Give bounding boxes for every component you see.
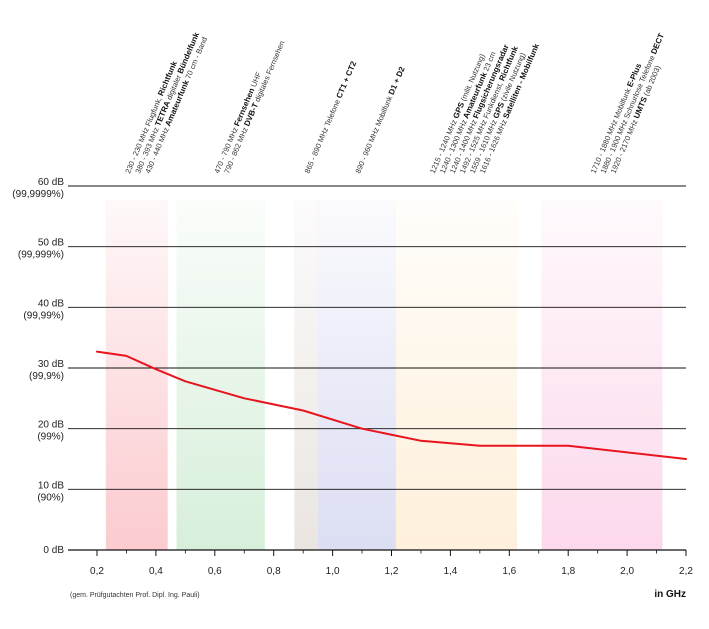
frequency-band-fade [541, 200, 663, 550]
y-tick-percent: (90%) [37, 492, 64, 503]
x-tick-label: 1,8 [561, 566, 575, 577]
band-label-text: 865 - 890 MHz Telefone [303, 96, 343, 175]
x-tick-labels: 0,2 0,4 0,6 0,8 1,0 1,2 1,4 1,6 1,8 2,0 2,2 [90, 566, 693, 577]
frequency-band-fade [105, 200, 168, 550]
band-label: 380 - 393 MHz TETRA digitaler Bündelfunk [133, 30, 201, 174]
y-tick-label: 50 dB [38, 238, 64, 249]
y-tick-labels: 60 dB(99,9999%) 50 dB(99,999%) 40 dB(99,99… [12, 177, 64, 556]
band-label-bold: DECT [649, 32, 666, 56]
y-tick-label: 10 dB [38, 480, 64, 491]
y-tick-label: 60 dB [38, 177, 64, 188]
grid-lines [68, 185, 686, 490]
y-tick-label: 20 dB [38, 420, 64, 431]
band-label: 470 - 790 MHz Fernsehen UHF [212, 70, 263, 174]
band-label: 890 - 960 MHz Mobilfunk D1 + D2 [353, 65, 406, 175]
series-lines [96, 350, 687, 460]
x-axis-label: in GHz [654, 589, 686, 600]
axes [68, 549, 687, 556]
y-tick-percent: (99,99%) [23, 310, 64, 321]
band-label: 865 - 890 MHz Telefone CT1 + CT2 [303, 59, 359, 174]
frequency-band-fade [317, 200, 396, 550]
frequency-bands [105, 200, 663, 550]
x-tick-label: 1,2 [385, 566, 399, 577]
x-tick-label: 2,0 [620, 566, 634, 577]
x-tick-label: 2,2 [679, 566, 693, 577]
frequency-band-fade [294, 200, 318, 550]
footnote: (gem. Prüfgutachten Prof. Dipl. Ing. Pau… [70, 592, 200, 599]
band-label-text: 1880 - 1900 MHz Schnurlose Telefone [599, 52, 658, 175]
frequency-band-fade [176, 200, 265, 550]
y-tick-label: 0 dB [43, 545, 64, 556]
y-tick-percent: (99%) [37, 432, 64, 443]
y-tick-label: 30 dB [38, 359, 64, 370]
band-label-bold: D1 + D2 [387, 65, 407, 96]
band-label-text: 890 - 960 MHz Mobilfunk [353, 93, 395, 175]
attenuation-line [96, 350, 687, 460]
x-tick-label: 0,6 [208, 566, 222, 577]
y-tick-percent: (99,999%) [18, 250, 64, 261]
x-tick-label: 1,0 [326, 566, 340, 577]
x-tick-label: 0,2 [90, 566, 104, 577]
band-label: 1880 - 1900 MHz Schnurlose Telefone DECT [599, 32, 666, 175]
y-tick-label: 40 dB [38, 298, 64, 309]
y-tick-percent: (99,9999%) [12, 189, 64, 200]
x-tick-label: 1,6 [502, 566, 516, 577]
x-tick-label: 1,4 [443, 566, 457, 577]
band-label: 790 - 862 MHz DVB-T digitales Fernsehen [222, 39, 286, 174]
band-label-bold: CT1 + CT2 [335, 59, 359, 99]
x-tick-label: 0,8 [267, 566, 281, 577]
frequency-band-fade [395, 200, 517, 550]
y-tick-percent: (99,9%) [29, 371, 64, 382]
x-tick-label: 0,4 [149, 566, 163, 577]
